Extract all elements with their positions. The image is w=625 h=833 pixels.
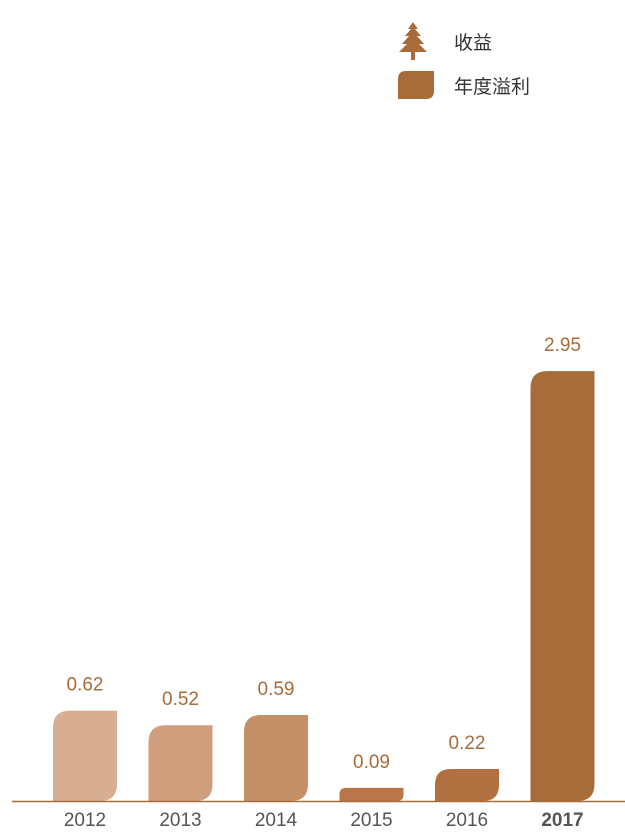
bar-2015 [339,787,404,801]
x-tick-label-2013: 2013 [159,810,201,831]
value-label-2012: 0.62 [67,675,104,696]
legend-label-annual-profit: 年度溢利 [454,75,531,98]
value-label-2016: 0.22 [449,733,486,754]
value-labels-group: 0.62 0.52 0.59 0.09 0.22 2.95 [67,335,581,773]
bar-2017 [530,371,595,801]
value-label-2013: 0.52 [162,689,199,710]
bar-2013 [148,725,213,801]
x-tick-label-2016: 2016 [446,810,488,831]
bar-2012 [53,710,117,801]
x-tick-label-2015: 2015 [350,810,392,831]
bar-2016 [435,768,499,801]
legend-item-revenue: 收益 [398,22,530,60]
value-label-2017: 2.95 [544,335,581,356]
leaf-shape-icon [398,70,434,100]
x-tick-label-2017: 2017 [541,810,583,831]
chart-legend: 收益 年度溢利 [398,22,530,104]
value-label-2014: 0.59 [258,679,295,700]
legend-item-annual-profit: 年度溢利 [398,66,530,104]
x-tick-labels-group: 2012 2013 2014 2015 2016 2017 [64,810,584,831]
pine-tree-icon [398,22,434,60]
x-tick-label-2014: 2014 [255,810,298,831]
legend-label-revenue: 收益 [454,31,493,54]
bars-group [53,371,595,801]
bar-2014 [244,715,308,801]
value-label-2015: 0.09 [353,752,390,773]
x-tick-label-2012: 2012 [64,810,106,831]
